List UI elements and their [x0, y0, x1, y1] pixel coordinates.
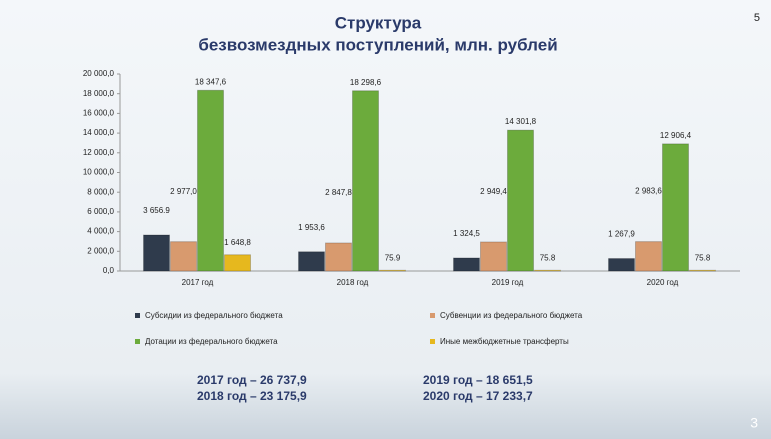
value-label: 1 324,5 [453, 229, 480, 238]
annotation: 2018 год – 23 175,9 [197, 389, 307, 403]
y-tick-label: 8 000,0 [87, 187, 114, 196]
legend-swatch [430, 339, 435, 344]
x-tick-label: 2020 год [647, 278, 679, 287]
bar [170, 241, 197, 272]
y-tick-label: 16 000,0 [83, 109, 115, 118]
value-label: 18 347,6 [195, 77, 227, 86]
value-label: 75.8 [695, 253, 711, 262]
annotation: 2019 год – 18 651,5 [423, 373, 533, 387]
y-tick-label: 4 000,0 [87, 227, 114, 236]
bar [480, 241, 507, 272]
legend-label: Иные межбюджетные трансферты [440, 337, 569, 346]
legend-label: Субсидии из федерального бюджета [145, 311, 283, 320]
bar [143, 234, 170, 272]
bar [197, 89, 224, 272]
value-label: 14 301,8 [505, 117, 537, 126]
bar [507, 129, 534, 272]
y-tick-label: 2 000,0 [87, 246, 114, 255]
bar [379, 269, 406, 272]
x-tick-label: 2018 год [337, 278, 369, 287]
y-tick-label: 6 000,0 [87, 207, 114, 216]
title-line: безвозмездных поступлений, млн. рублей [198, 35, 557, 54]
bar [608, 258, 635, 272]
bar [453, 257, 480, 272]
value-label: 1 648,8 [224, 238, 251, 247]
value-label: 1 267,9 [608, 230, 635, 239]
value-label: 75.8 [540, 253, 556, 262]
legend-swatch [135, 313, 140, 318]
bar [224, 254, 251, 272]
legend-label: Дотации из федерального бюджета [145, 337, 278, 346]
value-label: 75.9 [385, 253, 401, 262]
value-label: 2 949,4 [480, 187, 507, 196]
value-label: 18 298,6 [350, 78, 382, 87]
slide-number: 5 [754, 12, 760, 24]
legend-label: Субвенции из федерального бюджета [440, 311, 583, 320]
x-tick-label: 2019 год [492, 278, 524, 287]
y-tick-label: 14 000,0 [83, 128, 115, 137]
y-tick-label: 12 000,0 [83, 148, 115, 157]
annotation: 2020 год – 17 233,7 [423, 389, 533, 403]
value-label: 3 656.9 [143, 206, 170, 215]
slide-number: 3 [750, 415, 758, 431]
bar [298, 251, 325, 272]
bar [352, 90, 379, 272]
bar [662, 143, 689, 272]
legend-swatch [430, 313, 435, 318]
value-label: 2 847,8 [325, 188, 352, 197]
value-label: 12 906,4 [660, 131, 692, 140]
value-label: 1 953,6 [298, 223, 325, 232]
value-label: 2 983,6 [635, 187, 662, 196]
y-tick-label: 0,0 [103, 266, 115, 275]
y-tick-label: 18 000,0 [83, 89, 115, 98]
x-tick-label: 2017 год [182, 278, 214, 287]
annotation: 2017 год – 26 737,9 [197, 373, 307, 387]
value-label: 2 977,0 [170, 187, 197, 196]
bar [325, 242, 352, 272]
legend-swatch [135, 339, 140, 344]
title-line: Структура [335, 13, 422, 32]
bar [534, 269, 561, 272]
bar [635, 241, 662, 272]
bar [689, 269, 716, 272]
y-tick-label: 10 000,0 [83, 168, 115, 177]
y-tick-label: 20 000,0 [83, 69, 115, 78]
